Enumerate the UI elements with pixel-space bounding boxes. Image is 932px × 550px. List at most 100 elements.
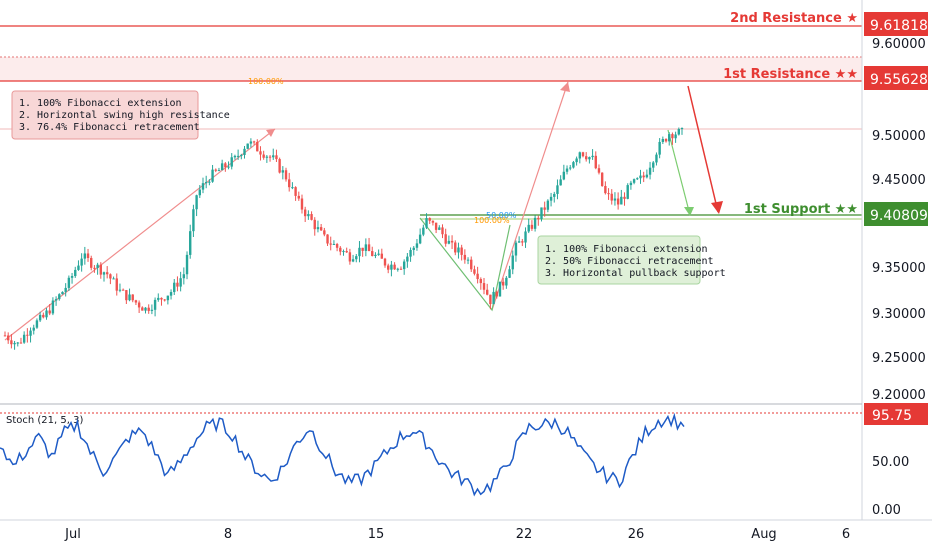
candle-body: [189, 231, 192, 255]
candle-body: [115, 278, 118, 291]
price-tick: 9.35000: [872, 261, 926, 276]
fib-label-50: 50.00%: [486, 211, 517, 220]
candle-body: [284, 170, 288, 180]
candle-body: [597, 168, 601, 173]
candle-body: [236, 155, 240, 157]
candle-body: [629, 182, 633, 186]
candle-body: [658, 141, 661, 155]
candle-body: [594, 155, 597, 169]
candle-body: [393, 264, 396, 270]
candle-body: [553, 193, 556, 197]
candle-body: [240, 154, 243, 156]
candle-body: [300, 198, 304, 210]
candle-body: [648, 167, 652, 175]
candle-body: [425, 218, 428, 228]
candle-body: [166, 295, 170, 301]
svg-text:9.61818: 9.61818: [870, 18, 928, 34]
candle-body: [524, 231, 527, 243]
candle-body: [249, 141, 253, 144]
candle-body: [377, 253, 380, 255]
candle-body: [486, 289, 489, 295]
candle-body: [227, 166, 230, 168]
candle-body: [335, 243, 339, 248]
candle-body: [144, 307, 147, 311]
second-resistance-tag: 9.61818: [864, 12, 928, 36]
candle-body: [527, 224, 530, 232]
candle-body: [387, 265, 390, 270]
candle-body: [70, 276, 74, 278]
resistance-note-1: 1. 100% Fibonacci extension: [19, 98, 182, 109]
candle-body: [578, 152, 582, 159]
candle-body: [326, 234, 329, 244]
candle-body: [355, 256, 358, 260]
candle-body: [48, 310, 51, 314]
candle-body: [505, 277, 508, 286]
candle-body: [412, 247, 415, 250]
candle-body: [275, 155, 278, 160]
candle-body: [112, 278, 115, 280]
candle-body: [511, 255, 514, 270]
candle-body: [473, 269, 476, 274]
candle-body: [543, 207, 546, 210]
candle-body: [623, 196, 626, 199]
price-tick: 9.25000: [872, 351, 926, 366]
candle-body: [141, 307, 144, 311]
candle-body: [444, 234, 447, 244]
candle-body: [19, 342, 23, 344]
candle-body: [367, 244, 371, 252]
candle-body: [581, 152, 585, 157]
candle-body: [371, 251, 374, 257]
candle-body: [307, 214, 310, 217]
svg-text:9.55628: 9.55628: [870, 72, 928, 88]
candle-body: [556, 185, 559, 194]
price-tick: 9.50000: [872, 129, 926, 144]
support-down-arrow: [667, 129, 691, 216]
candle-body: [137, 302, 141, 308]
candle-body: [450, 240, 454, 243]
candle-body: [332, 243, 336, 245]
candle-body: [479, 279, 483, 284]
candle-body: [233, 155, 237, 158]
candle-body: [620, 196, 623, 205]
candle-body: [470, 259, 473, 270]
first-support-tag: 9.40809: [864, 202, 928, 226]
candle-body: [591, 155, 594, 158]
candle-body: [434, 222, 438, 230]
candle-body: [134, 300, 138, 303]
candle-body: [600, 172, 604, 186]
candle-body: [655, 154, 658, 163]
candle-body: [645, 174, 649, 178]
candlestick-series: [3, 127, 684, 350]
candle-body: [447, 240, 451, 244]
candle-body: [160, 297, 163, 300]
candle-body: [348, 252, 352, 262]
date-tick: Aug: [751, 527, 776, 542]
candle-body: [374, 254, 377, 257]
svg-text:95.75: 95.75: [872, 408, 912, 424]
candle-body: [86, 253, 90, 258]
first-resistance-label: 1st Resistance ★★: [723, 67, 858, 82]
candle-body: [243, 148, 246, 155]
resistance-note-3: 3. 76.4% Fibonacci retracement: [19, 122, 200, 133]
candle-body: [380, 253, 384, 259]
candle-body: [105, 272, 109, 275]
support-note-2: 2. 50% Fibonacci retracement: [545, 256, 714, 267]
candle-body: [109, 274, 112, 279]
candle-body: [406, 256, 409, 262]
stoch-tick-0: 0.00: [872, 503, 901, 518]
candle-body: [217, 170, 221, 172]
candle-body: [482, 283, 486, 290]
candle-body: [74, 269, 77, 277]
candle-body: [45, 310, 48, 318]
candle-body: [364, 244, 368, 251]
candle-body: [90, 257, 93, 268]
candle-body: [636, 178, 639, 180]
candle-body: [546, 200, 550, 210]
candle-body: [626, 185, 629, 199]
candle-body: [61, 291, 64, 295]
candle-body: [339, 247, 342, 252]
candle-body: [517, 241, 521, 243]
candle-body: [214, 169, 217, 171]
candle-body: [569, 167, 572, 169]
first-support-label: 1st Support ★★: [744, 202, 858, 217]
